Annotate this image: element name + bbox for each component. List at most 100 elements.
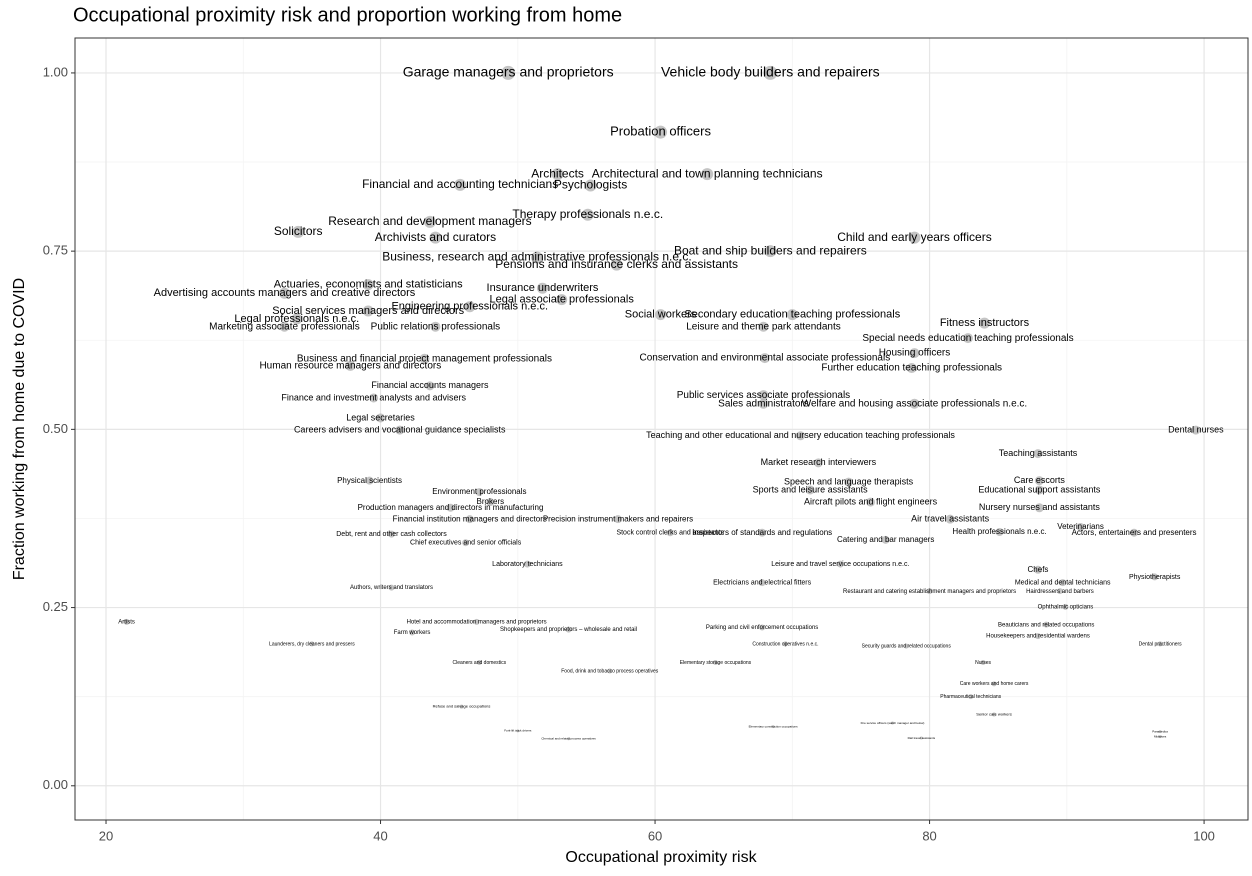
point-label: Housekeepers and residential wardens: [986, 634, 1090, 640]
point: [123, 618, 130, 625]
point-label: Secondary education teaching professiona…: [684, 308, 900, 320]
point: [309, 641, 315, 647]
y-axis-title: Fraction working from home due to COVID: [11, 278, 28, 580]
x-axis-title: Occupational proximity risk: [565, 849, 757, 866]
point: [909, 348, 920, 359]
point-label: Fork-lift truck drivers: [504, 729, 532, 733]
point: [454, 178, 467, 191]
point: [536, 282, 548, 294]
point-label: Health professionals n.e.c.: [952, 527, 1046, 536]
point: [486, 498, 495, 507]
point: [567, 737, 571, 741]
point: [1191, 425, 1201, 435]
point-label: Sports and leisure assistants: [753, 484, 869, 494]
point: [906, 363, 917, 374]
point: [1062, 603, 1069, 610]
point-label: Market research interviewers: [761, 457, 877, 467]
point-label: Elementary construction occupations: [749, 724, 799, 728]
point-label: Garage managers and proprietors: [403, 64, 614, 80]
point-label: Careers advisers and vocational guidance…: [294, 424, 506, 434]
point: [465, 515, 474, 524]
point-label: Laboratory technicians: [492, 561, 563, 568]
point-label: Finance and investment analysts and advi…: [281, 392, 466, 402]
point-label: Environment professionals: [432, 487, 526, 496]
point-label: Authors, writers and translators: [350, 585, 433, 591]
point-label: Housing officers: [879, 348, 951, 359]
point: [531, 251, 544, 264]
point: [584, 179, 597, 192]
point-label: Financial institution managers and direc…: [393, 514, 547, 523]
point-label: Legal associate professionals: [490, 294, 635, 306]
point-label: Chief executives and senior officials: [410, 540, 522, 547]
point-label: Physical scientists: [337, 476, 402, 485]
point-label: Further education teaching professionals: [821, 363, 1002, 374]
point-label: Educational support assistants: [978, 484, 1101, 494]
point: [1034, 476, 1044, 486]
point: [763, 65, 778, 80]
point: [607, 668, 613, 674]
point-label: Marketing associate professionals: [209, 321, 360, 332]
x-tick-label: 60: [648, 828, 662, 843]
point: [565, 626, 572, 633]
point-label: Social workers: [625, 308, 697, 320]
point-label: Engineering professionals n.e.c.: [391, 301, 548, 313]
point: [430, 321, 441, 332]
point-label: Financial accounts managers: [371, 380, 489, 390]
point: [1034, 633, 1041, 640]
point-label: Child and early years officers: [837, 230, 992, 244]
point: [908, 231, 921, 244]
point: [1151, 573, 1159, 581]
point-label: Solicitors: [274, 224, 323, 238]
point: [464, 301, 476, 313]
point-label: Pharmaceutical technicians: [940, 694, 1001, 700]
point-label: Speech and language therapists: [784, 476, 914, 486]
point-label: Construction operatives n.e.c.: [752, 641, 818, 647]
point: [376, 413, 386, 423]
point: [429, 231, 442, 244]
point-label: Launderers, dry cleaners and pressers: [269, 641, 355, 647]
point: [556, 294, 568, 306]
point-label: Advertising accounts managers and creati…: [154, 287, 416, 299]
point: [365, 476, 374, 485]
point-label: Architects: [531, 166, 584, 180]
point-label: Food, drink and tobacco process operativ…: [561, 668, 658, 674]
point: [813, 458, 823, 468]
point-label: Beauticians and related occupations: [998, 622, 1094, 628]
point: [1158, 730, 1162, 734]
point: [501, 65, 516, 80]
point: [475, 488, 484, 497]
point: [395, 425, 405, 435]
point-label: Production managers and directors in man…: [358, 503, 544, 512]
point: [1157, 641, 1163, 647]
point: [759, 624, 766, 631]
point-label: Restaurant and catering establishment ma…: [843, 589, 1016, 595]
point: [796, 431, 806, 441]
point-label: Teaching and other educational and nurse…: [646, 430, 955, 440]
point: [292, 225, 305, 238]
point: [758, 579, 766, 587]
point-label: Precision instrument makers and repairer…: [543, 514, 693, 523]
point-label: Artists: [118, 619, 135, 625]
point-label: Ophthalmic opticians: [1038, 604, 1094, 610]
point-label: Dental practitioners: [1139, 641, 1183, 647]
point: [758, 321, 769, 332]
point-label: Cleaners and domestics: [453, 660, 507, 666]
x-tick-label: 20: [99, 828, 113, 843]
point: [278, 287, 290, 299]
point: [345, 360, 356, 371]
point-label: Hotel and accommodation managers and pro…: [407, 619, 547, 625]
point: [1033, 449, 1043, 459]
point-label: Therapy professionals n.e.c.: [512, 207, 663, 221]
point: [446, 503, 455, 512]
point-label: Parking and civil enforcement occupation…: [706, 625, 818, 631]
point-label: Paramedics: [1152, 729, 1168, 733]
y-tick-label: 0.50: [43, 421, 68, 436]
point-label: Physiotherapists: [1129, 574, 1181, 581]
point: [388, 530, 396, 538]
point-label: Brokers: [477, 497, 505, 506]
point-label: Chemical and related process operatives: [541, 737, 596, 741]
point-label: Architectural and town planning technici…: [592, 166, 823, 180]
point-label: Veterinarians: [1057, 522, 1104, 531]
point: [425, 381, 435, 391]
point: [919, 736, 923, 740]
